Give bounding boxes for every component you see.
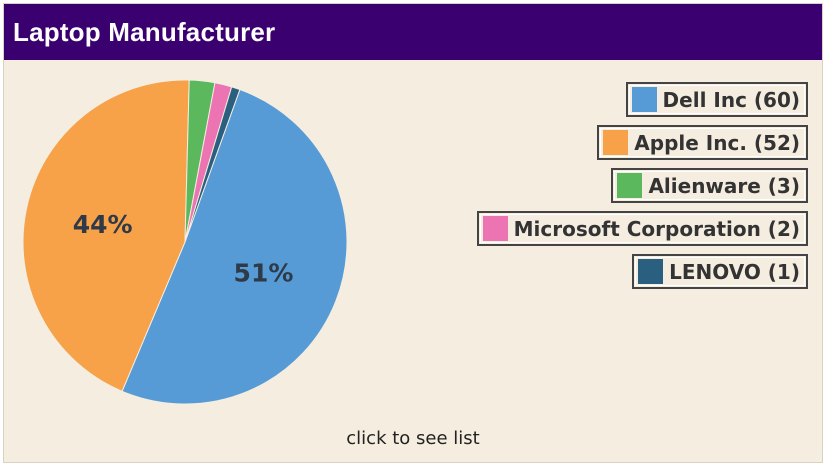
legend-item[interactable]: Apple Inc. (52) <box>597 125 808 160</box>
pie-slice-lenovo[interactable] <box>184 86 241 243</box>
legend-item[interactable]: LENOVO (1) <box>632 254 808 289</box>
legend-label: LENOVO (1) <box>669 259 800 284</box>
card-title: Laptop Manufacturer <box>13 16 276 47</box>
legend-swatch <box>482 216 508 241</box>
legend-item[interactable]: Microsoft Corporation (2) <box>476 211 808 246</box>
chart-legend: Dell Inc (60) Apple Inc. (52) Alienware (3… <box>476 82 808 297</box>
pie-chart[interactable]: 51% 44% <box>4 4 823 463</box>
legend-label: Microsoft Corporation (2) <box>513 216 800 241</box>
legend-swatch <box>617 173 643 198</box>
legend-item[interactable]: Dell Inc (60) <box>625 82 808 117</box>
legend-swatch <box>638 259 664 284</box>
legend-label: Alienware (3) <box>648 173 800 198</box>
pie-slice-apple-inc[interactable] <box>22 79 190 392</box>
pie-slice-dell-inc[interactable] <box>121 88 348 405</box>
pie-percent-label: 51% <box>234 259 294 288</box>
see-list-link[interactable]: click to see list <box>346 428 480 449</box>
legend-swatch <box>603 130 629 155</box>
pie-percent-label: 44% <box>73 210 133 239</box>
laptop-manufacturer-card: Laptop Manufacturer 51% 44% Dell Inc (60)… <box>3 3 823 463</box>
legend-label: Apple Inc. (52) <box>634 130 800 155</box>
card-header: Laptop Manufacturer <box>4 4 822 60</box>
legend-swatch <box>631 87 657 112</box>
legend-item[interactable]: Alienware (3) <box>611 168 808 203</box>
legend-label: Dell Inc (60) <box>662 87 800 112</box>
